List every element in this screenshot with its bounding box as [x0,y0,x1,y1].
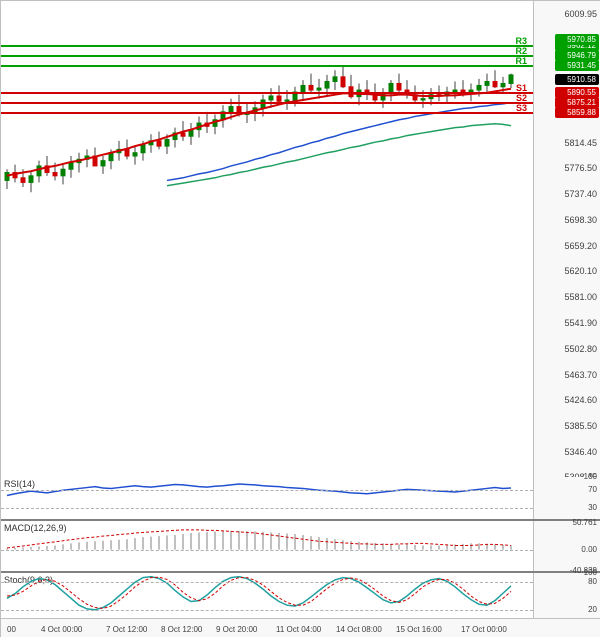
rsi-label: RSI(14) [4,479,35,489]
rsi-panel[interactable]: RSI(14) 1007030 [1,477,600,521]
rsi-axis: 1007030 [533,477,600,519]
time-tick: 00 [7,625,16,634]
price-pill-top: 5970.85 [555,34,599,45]
time-tick: 8 Oct 12:00 [161,625,202,634]
price-tick: 5346.40 [564,447,597,457]
pivot-line-r1 [1,65,533,67]
financial-chart[interactable]: R3R2R1S1S2S3 6009.955946.795814.455776.5… [0,0,600,637]
stoch-panel[interactable]: Stoch(9,6,3) 1008020 [1,573,600,619]
price-tick: 5737.40 [564,189,597,199]
price-svg [1,1,533,477]
pivot-pill-s3: 5859.88 [555,107,599,118]
price-tick: 5463.70 [564,370,597,380]
time-tick: 9 Oct 20:00 [216,625,257,634]
pivot-label-r3: R3 [515,36,527,46]
time-tick: 4 Oct 00:00 [41,625,82,634]
pivot-label-s2: S2 [516,93,527,103]
price-panel[interactable]: R3R2R1S1S2S3 6009.955946.795814.455776.5… [1,1,600,477]
time-tick: 11 Oct 04:00 [276,625,321,634]
time-tick: 7 Oct 12:00 [106,625,147,634]
macd-axis: 50.7610.00-40.839 [533,521,600,571]
price-tick: 5698.30 [564,215,597,225]
price-pill-current: 5910.58 [555,74,599,85]
macd-svg [1,521,533,573]
pivot-line-s1 [1,92,533,94]
price-tick: 5581.00 [564,292,597,302]
time-tick: 15 Oct 16:00 [396,625,442,634]
time-x-axis: 00 4 Oct 00:00 7 Oct 12:00 8 Oct 12:00 9 Oct… [1,619,600,637]
time-tick: 14 Oct 08:00 [336,625,382,634]
pivot-label-r1: R1 [515,56,527,66]
pivot-label-s3: S3 [516,103,527,113]
pivot-line-r2 [1,55,533,57]
time-tick: 17 Oct 00:00 [461,625,507,634]
price-tick: 5541.90 [564,318,597,328]
pivot-label-s1: S1 [516,83,527,93]
stoch-axis: 1008020 [533,573,600,618]
price-tick: 5659.20 [564,241,597,251]
price-tick: 5814.45 [564,138,597,148]
pivot-pill-r1: 5931.45 [555,60,599,71]
pivot-line-r3 [1,45,533,47]
stoch-svg [1,573,533,619]
price-tick: 6009.95 [564,9,597,19]
price-tick: 5620.10 [564,266,597,276]
stoch-label: Stoch(9,6,3) [4,575,53,585]
pivot-line-s3 [1,112,533,114]
macd-label: MACD(12,26,9) [4,523,67,533]
price-tick: 5776.50 [564,163,597,173]
price-y-axis: 6009.955946.795814.455776.505737.405698.… [533,1,600,477]
macd-panel[interactable]: MACD(12,26,9) 50.7610.00-40.839 [1,521,600,573]
price-plot-area[interactable]: R3R2R1 S1S2S3 [1,1,533,477]
price-tick: 5424.60 [564,395,597,405]
pivot-label-r2: R2 [515,46,527,56]
price-tick: 5385.50 [564,421,597,431]
pivot-line-s2 [1,102,533,104]
rsi-svg [1,477,533,521]
price-tick: 5502.80 [564,344,597,354]
